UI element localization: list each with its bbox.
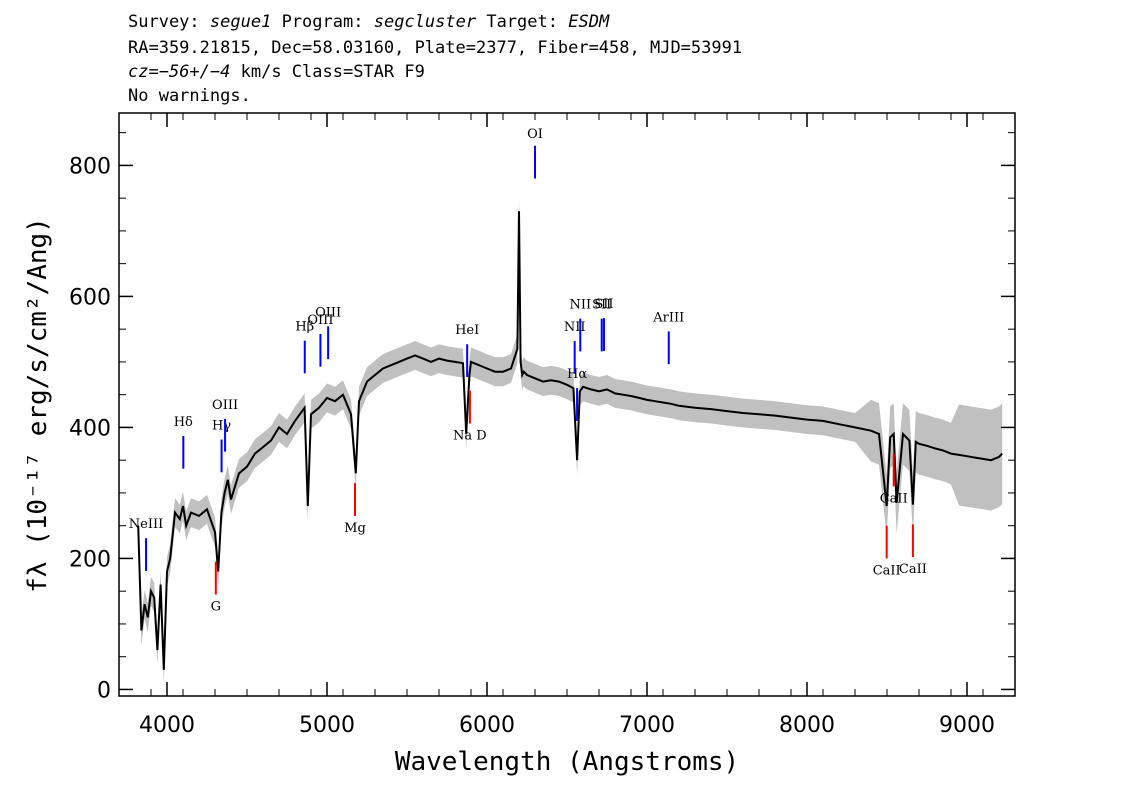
y-tick-label-3: 600 xyxy=(69,285,111,310)
marker-label-8: HeI xyxy=(455,323,479,338)
target-value: ESDM xyxy=(568,12,610,32)
marker-label-4: OIII xyxy=(212,398,238,413)
marker-label-17: Mg xyxy=(344,521,366,536)
marker-label-13: SII xyxy=(592,298,611,313)
cz-units: km/s Class=STAR F9 xyxy=(230,62,425,82)
y-tick-label-0: 0 xyxy=(97,678,111,703)
y-axis-title: fλ (10⁻¹⁷ erg/s/cm²/Ang) xyxy=(23,217,53,593)
marker-label-2: Hδ xyxy=(174,415,193,430)
marker-label-6: OIII xyxy=(307,313,333,328)
marker-label-21: CaII xyxy=(899,562,927,577)
error-band-fill xyxy=(138,196,1003,685)
header-line-2: RA=359.21815, Dec=58.03160, Plate=2377, … xyxy=(128,38,743,58)
marker-label-16: G xyxy=(211,599,221,614)
line-markers: OIINeIIIHδHγOIIIHβOIIIOIIIHeIOINIIHαNIIS… xyxy=(129,127,927,615)
x-tick-label-4: 8000 xyxy=(779,713,835,738)
error-band xyxy=(138,196,1003,685)
marker-label-5: Hβ xyxy=(295,320,314,335)
marker-label-11: Hα xyxy=(567,367,587,382)
axis-ticks: 4000 5000 6000 7000 8000 9000 0 200 400 600 800 xyxy=(69,113,1016,738)
x-tick-label-3: 7000 xyxy=(619,713,675,738)
cz-value: −56+/−4 xyxy=(158,62,231,82)
marker-label-12: NII xyxy=(569,298,591,313)
flux-line xyxy=(137,211,1003,670)
y-tick-label-4: 800 xyxy=(69,154,111,179)
marker-label-15: ArIII xyxy=(652,310,684,325)
plot-frame xyxy=(118,112,1016,697)
marker-label-9: OI xyxy=(527,127,543,142)
header-line-1: Survey: segue1 Program: segcluster Targe… xyxy=(128,12,610,32)
marker-label-10: NII xyxy=(564,320,586,335)
marker-label-7: OIII xyxy=(315,305,341,320)
x-tick-label-5: 9000 xyxy=(939,713,995,738)
marker-label-20: CaII xyxy=(880,491,908,506)
x-tick-label-1: 5000 xyxy=(299,713,355,738)
x-tick-label-2: 6000 xyxy=(459,713,515,738)
y-tick-label-1: 200 xyxy=(69,547,111,572)
program-value: segcluster xyxy=(373,12,477,32)
x-axis-title: Wavelength (Angstroms) xyxy=(395,747,739,777)
x-tick-label-0: 4000 xyxy=(139,713,195,738)
marker-label-3: Hγ xyxy=(212,419,231,434)
marker-label-19: CaII xyxy=(873,563,901,578)
header-line-3: cz=−56+/−4 km/s Class=STAR F9 xyxy=(128,62,425,82)
cz-label: cz= xyxy=(128,62,159,82)
marker-label-1: NeIII xyxy=(129,517,163,532)
marker-label-18: Na D xyxy=(453,428,487,443)
marker-label-14: SII xyxy=(594,297,613,312)
flux-series xyxy=(137,211,1003,670)
survey-value: segue1 xyxy=(209,12,272,32)
header-line-4: No warnings. xyxy=(128,86,251,106)
y-tick-label-2: 400 xyxy=(69,416,111,441)
